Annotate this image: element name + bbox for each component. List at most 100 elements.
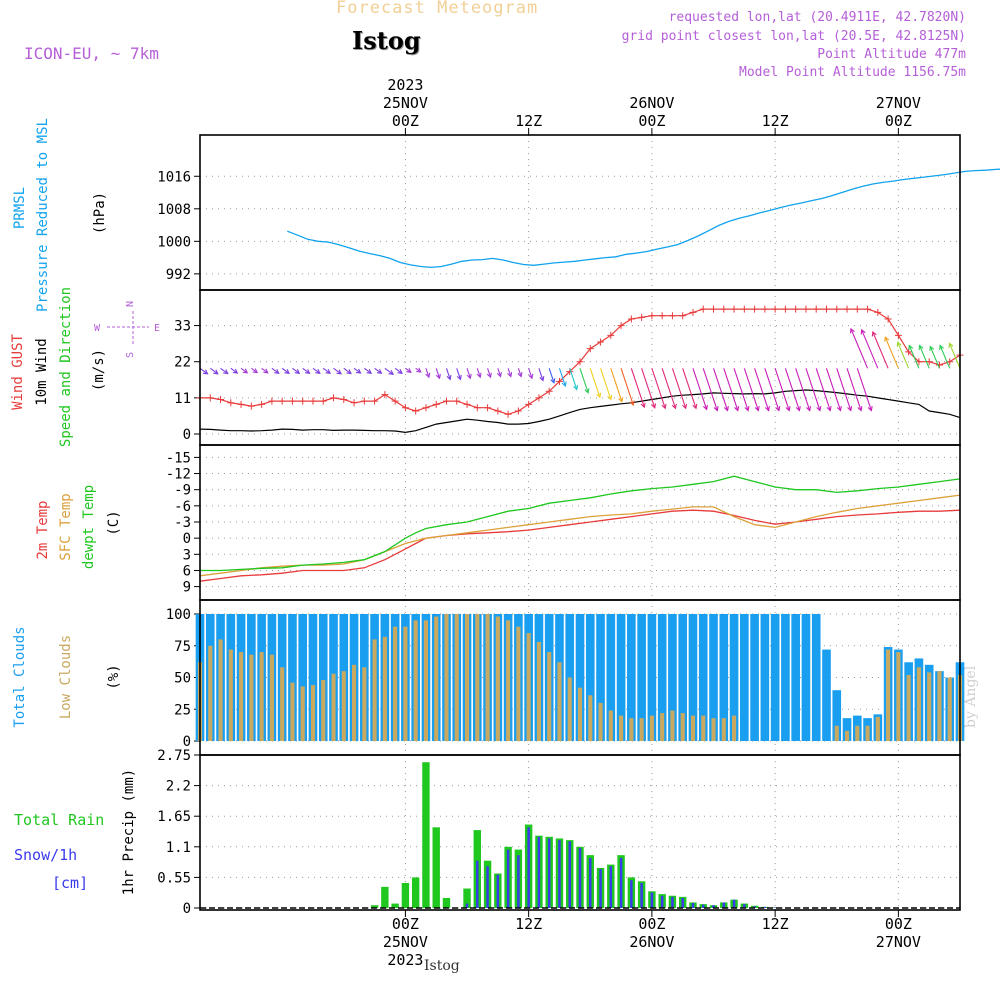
- wind-arrow-head: [274, 368, 280, 374]
- cloud-low-bar: [444, 614, 449, 741]
- compass-cross: [107, 311, 149, 345]
- wind-speed-label: 10m Wind: [34, 338, 50, 405]
- wind-arrow: [445, 368, 451, 380]
- wind-arrow: [949, 343, 961, 369]
- wind-gust-label: Wind GUST: [10, 334, 26, 410]
- wind-arrow-head: [346, 369, 352, 375]
- wind-arrow-head: [507, 371, 513, 378]
- gust-marker: [710, 305, 718, 313]
- cloud-low-bar: [711, 718, 716, 741]
- bottom-time-label: 00Z: [885, 915, 912, 933]
- temperature-ytick-label: -3: [174, 515, 191, 531]
- cloud-low-bar: [896, 652, 901, 741]
- wind-arrow-head: [561, 381, 567, 388]
- snow-bar: [722, 902, 726, 908]
- wind-arrow-head: [651, 403, 657, 409]
- cloud-low-bar: [547, 652, 552, 741]
- cloud-low-bar: [393, 626, 398, 741]
- wind-arrow-head: [550, 378, 556, 384]
- cloud-total-bar: [770, 614, 780, 741]
- cloud-low-bar: [321, 680, 326, 741]
- wind-arrow: [558, 368, 566, 387]
- wind-arrow: [850, 328, 869, 369]
- wind-arrow-head: [376, 368, 383, 374]
- gridpoint-coords: grid point closest lon,lat (20.5E, 42.81…: [621, 29, 966, 44]
- gust-marker: [617, 322, 625, 330]
- wind-arrow-head: [435, 373, 441, 380]
- temperature-ytick-label: 6: [183, 563, 191, 579]
- wind-arrow: [884, 336, 899, 369]
- snow-bar: [753, 906, 756, 908]
- precip-snow-unit: [cm]: [52, 874, 88, 892]
- gust-marker: [668, 312, 676, 320]
- temperature-ytick-label: -12: [166, 467, 191, 483]
- snow-bar: [660, 895, 664, 908]
- wind-arrow-head: [496, 371, 502, 378]
- wind-arrow: [671, 368, 687, 409]
- gust-marker: [442, 397, 450, 405]
- gust-marker: [792, 305, 800, 313]
- gust-marker: [217, 396, 225, 403]
- gust-marker: [268, 397, 276, 405]
- gust-marker: [679, 312, 687, 320]
- wind-arrow: [861, 329, 879, 369]
- wind-arrow-head: [315, 368, 321, 374]
- clouds-unit: (%): [106, 664, 122, 689]
- wind-arrow-head: [682, 403, 688, 410]
- snow-bar: [773, 907, 777, 908]
- wind-arrow-head: [884, 336, 890, 342]
- wind-arrow: [939, 345, 951, 369]
- wind-arrow-head: [223, 369, 229, 375]
- rain-bar: [432, 827, 440, 908]
- wind-direction-label: Speed and Direction: [58, 287, 74, 447]
- gust-marker: [761, 305, 769, 313]
- temperature-ytick-label: -6: [174, 499, 191, 515]
- temp-2m-label: 2m Temp: [35, 500, 51, 559]
- wind-arrow-head: [486, 372, 492, 379]
- temperature-ytick-label: -15: [166, 450, 191, 466]
- wind-arrow-head: [517, 371, 523, 378]
- cloud-low-bar: [906, 674, 911, 741]
- wind-arrow-head: [305, 368, 311, 374]
- wind-arrow-head: [918, 344, 924, 351]
- compass-south: S: [125, 352, 136, 358]
- cloud-low-bar: [280, 667, 285, 741]
- precip-unit: 1hr Precip (mm): [121, 769, 137, 895]
- wind-arrow: [476, 368, 481, 378]
- compass-west: W: [94, 323, 101, 334]
- precip-ytick-label: 2.2: [166, 779, 191, 795]
- cloud-low-bar: [536, 641, 541, 741]
- gust-marker: [586, 345, 594, 353]
- gust-marker: [309, 397, 317, 405]
- snow-bar: [496, 874, 500, 908]
- cloud-total-bar: [729, 614, 739, 741]
- gust-marker: [627, 315, 635, 323]
- gust-marker: [299, 397, 307, 405]
- wind-arrow-head: [446, 374, 452, 381]
- cloud-low-bar: [670, 710, 675, 741]
- snow-bar: [712, 905, 715, 908]
- cloud-total-bar: [575, 614, 585, 741]
- rain-bar: [463, 888, 471, 908]
- requested-coords: requested lon,lat (20.4911E, 42.7820N): [668, 10, 966, 25]
- cloud-total-bar: [822, 649, 831, 741]
- wind-arrow: [425, 368, 430, 378]
- wind-arrow-head: [948, 342, 954, 348]
- wind-arrow: [374, 367, 382, 374]
- wind-arrow: [281, 367, 290, 374]
- cloud-total-bar: [288, 614, 297, 741]
- wind-arrow-head: [849, 327, 855, 334]
- wind-arrow-head: [213, 369, 219, 375]
- gust-marker: [371, 397, 379, 405]
- gust-marker: [473, 404, 481, 412]
- wind-arrow: [651, 368, 666, 409]
- cloud-total-bar: [750, 614, 759, 741]
- wind-arrow: [743, 368, 759, 411]
- wind-arrow: [692, 368, 708, 410]
- wind-arrow: [682, 368, 697, 409]
- cloud-low-bar: [259, 652, 264, 741]
- wind-arrow-head: [252, 368, 259, 374]
- gust-marker: [391, 397, 399, 405]
- wind-arrow-head: [466, 373, 472, 380]
